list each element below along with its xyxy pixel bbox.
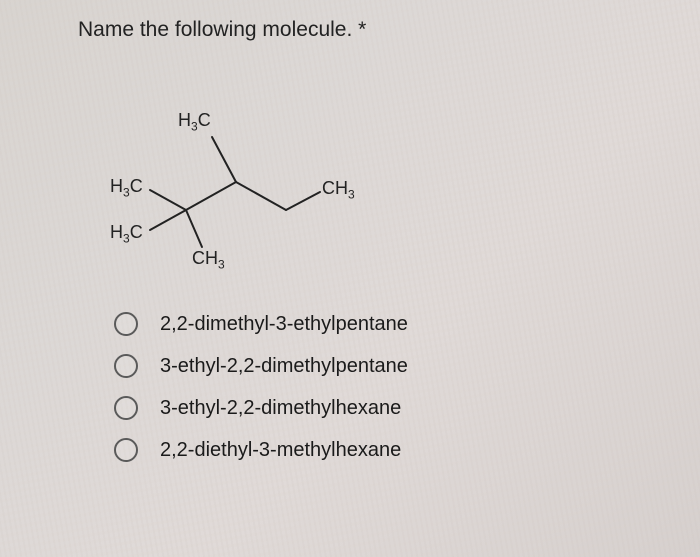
radio-icon[interactable] <box>114 396 138 420</box>
radio-icon[interactable] <box>114 438 138 462</box>
option-label: 3-ethyl-2,2-dimethylhexane <box>160 397 401 420</box>
label-ch3-bottom: CH3 <box>192 248 225 272</box>
question-card: Name the following molecule. * <box>0 0 700 462</box>
radio-icon[interactable] <box>114 312 138 336</box>
options-group: 2,2-dimethyl-3-ethylpentane 3-ethyl-2,2-… <box>114 312 700 462</box>
option-row[interactable]: 2,2-dimethyl-3-ethylpentane <box>114 312 700 336</box>
option-row[interactable]: 3-ethyl-2,2-dimethylhexane <box>114 396 700 420</box>
option-label: 2,2-diethyl-3-methylhexane <box>160 439 401 462</box>
molecule-structure: H3C H3C H3C CH3 CH3 <box>106 82 386 282</box>
option-label: 3-ethyl-2,2-dimethylpentane <box>160 355 408 378</box>
label-h3c-upper-left: H3C <box>110 176 143 200</box>
question-title: Name the following molecule. * <box>78 18 700 42</box>
option-row[interactable]: 3-ethyl-2,2-dimethylpentane <box>114 354 700 378</box>
radio-icon[interactable] <box>114 354 138 378</box>
label-ch3-right: CH3 <box>322 178 355 202</box>
label-h3c-lower-left: H3C <box>110 222 143 246</box>
option-row[interactable]: 2,2-diethyl-3-methylhexane <box>114 438 700 462</box>
label-h3c-top: H3C <box>178 110 211 134</box>
option-label: 2,2-dimethyl-3-ethylpentane <box>160 313 408 336</box>
